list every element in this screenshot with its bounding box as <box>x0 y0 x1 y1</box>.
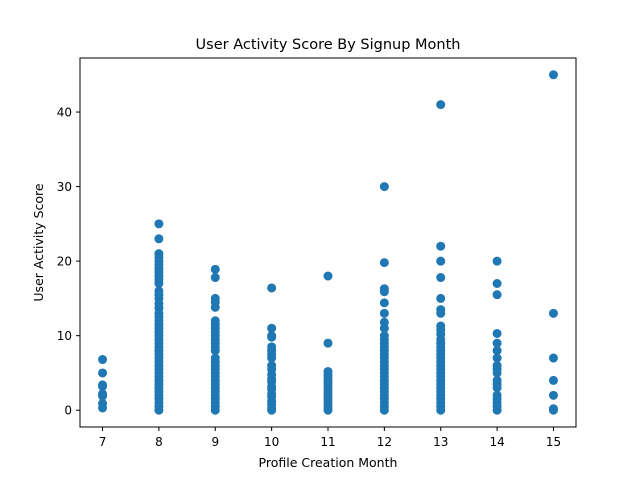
x-tick-label: 11 <box>320 435 335 449</box>
data-point <box>492 279 502 288</box>
x-tick-label: 8 <box>155 435 163 449</box>
data-point <box>267 283 277 293</box>
data-point <box>267 332 277 342</box>
x-tick-label: 15 <box>546 435 561 449</box>
data-point <box>436 293 446 303</box>
data-point <box>436 100 446 110</box>
data-point <box>379 182 389 192</box>
data-point <box>98 368 108 378</box>
data-point <box>548 308 558 318</box>
x-tick-label: 7 <box>99 435 107 449</box>
y-tick-label: 20 <box>57 255 72 269</box>
data-point <box>492 328 502 338</box>
y-tick-label: 30 <box>57 180 72 194</box>
data-point <box>548 405 558 415</box>
x-axis-label: Profile Creation Month <box>259 455 398 470</box>
data-point <box>98 355 108 365</box>
data-points <box>98 70 558 415</box>
data-point <box>379 287 389 297</box>
data-point <box>379 405 389 415</box>
data-point <box>436 241 446 251</box>
data-point <box>379 298 389 308</box>
y-tick-label: 40 <box>57 106 72 120</box>
data-point <box>436 308 446 318</box>
data-point <box>436 256 446 266</box>
data-point <box>492 338 502 348</box>
data-point <box>210 346 220 356</box>
x-tick-label: 12 <box>377 435 392 449</box>
data-point <box>492 405 502 415</box>
data-point <box>492 353 502 363</box>
data-point <box>323 405 333 415</box>
data-point <box>267 353 277 363</box>
y-tick-label: 0 <box>64 404 72 418</box>
data-point <box>210 273 220 283</box>
data-point <box>548 70 558 80</box>
y-tick-label: 10 <box>57 329 72 343</box>
y-axis-ticks: 0 10 20 30 40 <box>57 106 80 418</box>
data-point <box>210 264 220 274</box>
data-point <box>267 405 277 415</box>
x-axis-ticks: 7 8 9 10 11 12 13 14 15 <box>99 427 561 449</box>
data-point <box>154 279 164 288</box>
data-point <box>548 375 558 385</box>
data-point <box>379 323 389 333</box>
chart-title: User Activity Score By Signup Month <box>196 37 461 53</box>
y-axis-label: User Activity Score <box>31 183 46 302</box>
x-tick-label: 9 <box>211 435 219 449</box>
data-point <box>98 391 108 401</box>
data-point <box>323 338 333 348</box>
data-point <box>492 368 502 378</box>
data-point <box>210 405 220 415</box>
data-point <box>492 383 502 393</box>
data-point <box>154 405 164 415</box>
data-point <box>210 302 220 312</box>
data-point <box>154 234 164 244</box>
x-tick-label: 14 <box>489 435 504 449</box>
data-point <box>379 258 389 268</box>
x-tick-label: 10 <box>264 435 279 449</box>
data-point <box>492 256 502 266</box>
data-point <box>548 353 558 363</box>
data-point <box>436 273 446 283</box>
x-tick-label: 13 <box>433 435 448 449</box>
data-point <box>154 219 164 229</box>
data-point <box>492 290 502 300</box>
data-point <box>267 323 277 333</box>
data-point <box>323 271 333 281</box>
data-point <box>548 390 558 400</box>
data-point <box>379 308 389 318</box>
data-point <box>98 403 108 413</box>
data-point <box>436 405 446 415</box>
data-point <box>98 381 108 391</box>
data-point <box>492 346 502 356</box>
